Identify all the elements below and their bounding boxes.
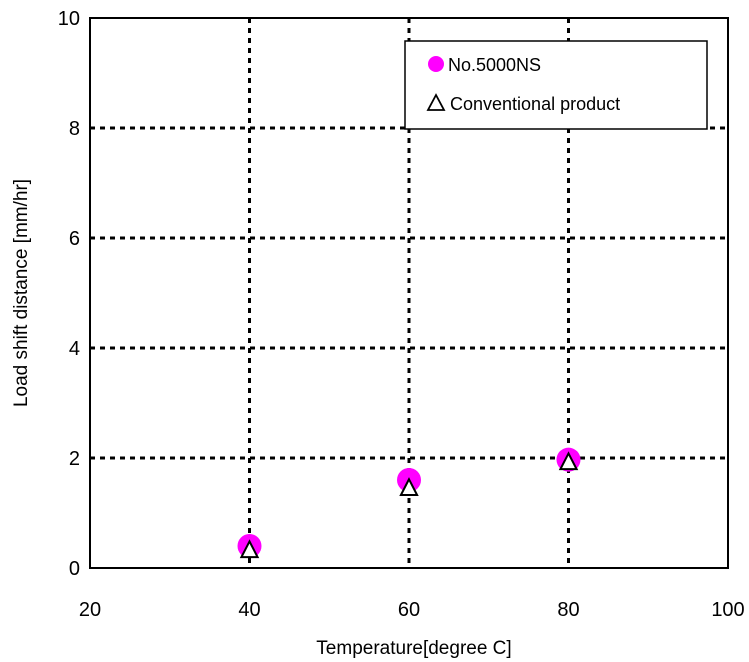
data-points <box>237 447 581 559</box>
y-tick-label-10: 10 <box>58 8 80 30</box>
legend-marker-conventional <box>426 93 446 111</box>
legend-marker-no5000ns <box>428 56 444 72</box>
point-conventional-0 <box>239 539 260 559</box>
legend: No.5000NS Conventional product <box>404 40 708 130</box>
y-tick-label-6: 6 <box>69 228 80 250</box>
x-tick-label-100: 100 <box>711 599 744 621</box>
legend-label-conventional: Conventional product <box>450 94 620 114</box>
x-tick-label-60: 60 <box>398 599 420 621</box>
x-axis-title: Temperature[degree C] <box>316 638 511 659</box>
point-conventional-2 <box>558 451 579 471</box>
x-tick-label-20: 20 <box>79 599 101 621</box>
x-tick-label-40: 40 <box>238 599 260 621</box>
legend-label-no5000ns: No.5000NS <box>448 55 541 75</box>
y-tick-label-4: 4 <box>69 338 80 360</box>
x-tick-labels: 20 40 60 80 100 <box>79 599 745 621</box>
x-tick-label-80: 80 <box>557 599 579 621</box>
point-conventional-1 <box>399 477 419 496</box>
y-tick-labels: 0 2 4 6 8 10 <box>58 8 80 580</box>
y-tick-label-0: 0 <box>69 558 80 580</box>
legend-box <box>404 40 708 130</box>
y-tick-label-8: 8 <box>69 118 80 140</box>
plot-area-border <box>89 17 729 569</box>
y-axis-title: Load shift distance [mm/hr] <box>11 179 32 407</box>
y-tick-label-2: 2 <box>69 448 80 470</box>
